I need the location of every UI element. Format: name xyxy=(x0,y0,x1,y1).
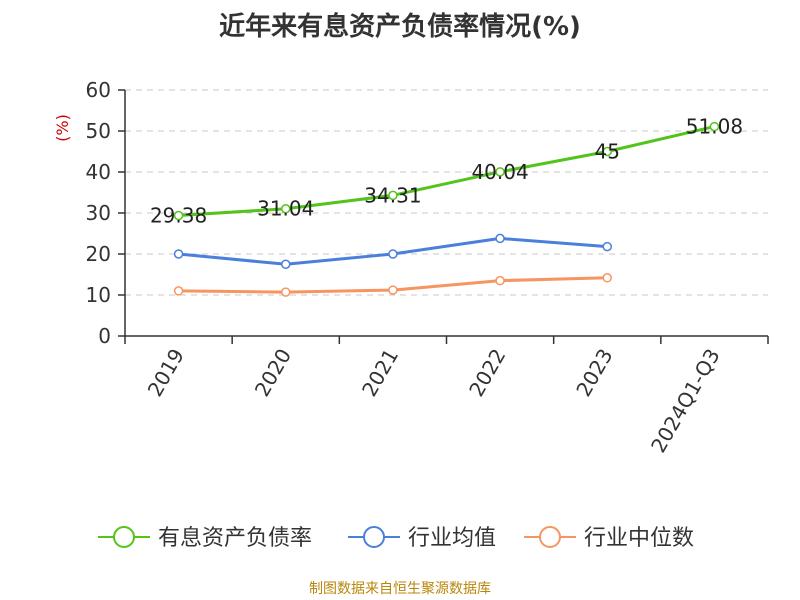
legend-marker xyxy=(363,526,385,548)
y-tick-label: 60 xyxy=(86,78,111,102)
legend-label: 有息资产负债率 xyxy=(158,526,312,551)
data-point xyxy=(388,285,398,295)
data-point xyxy=(173,286,184,296)
x-tick-label: 2020 xyxy=(250,345,296,401)
y-tick-label: 30 xyxy=(86,201,111,225)
data-point xyxy=(281,259,291,269)
legend-marker xyxy=(539,526,561,548)
y-tick-label: 40 xyxy=(86,160,111,184)
x-tick-label: 2021 xyxy=(357,345,403,401)
legend-item: 行业均值 xyxy=(348,526,496,551)
y-tick-label: 10 xyxy=(86,283,111,307)
y-tick-labels: 0 10 20 30 40 50 60 xyxy=(86,78,111,348)
data-point xyxy=(495,233,505,244)
data-label: 51.08 xyxy=(686,115,743,139)
data-label: 34.31 xyxy=(364,183,421,207)
axes xyxy=(118,89,769,344)
series-lines xyxy=(173,121,720,297)
legend: 有息资产负债率 行业均值 行业中位数 xyxy=(98,526,694,551)
legend-item: 行业中位数 xyxy=(524,526,694,551)
x-tick-label: 2019 xyxy=(143,345,189,401)
data-label: 31.04 xyxy=(257,197,314,221)
data-point xyxy=(173,210,184,221)
x-tick-label: 2023 xyxy=(571,345,617,401)
data-point xyxy=(281,287,291,297)
data-point xyxy=(495,167,505,177)
legend-item: 有息资产负债率 xyxy=(98,526,312,551)
series-line xyxy=(178,125,715,218)
legend-label: 行业中位数 xyxy=(584,526,694,551)
data-point xyxy=(388,249,398,259)
data-point xyxy=(602,146,612,157)
grid-lines xyxy=(125,89,768,296)
x-tick-label: 2022 xyxy=(464,345,510,401)
data-label: 29.38 xyxy=(150,204,207,228)
x-tick-label: 2024Q1-Q3 xyxy=(646,345,725,457)
y-axis-label: (%) xyxy=(53,114,72,142)
y-tick-label: 20 xyxy=(86,242,111,266)
data-point xyxy=(388,190,398,201)
data-point xyxy=(709,121,720,132)
data-label: 45 xyxy=(595,140,620,164)
legend-marker xyxy=(113,526,135,548)
y-tick-label: 50 xyxy=(86,119,111,143)
x-tick-labels: 2019 2020 2021 2022 2023 2024Q1-Q3 xyxy=(143,345,725,457)
y-tick-label: 0 xyxy=(98,324,111,348)
legend-label: 行业均值 xyxy=(408,526,496,551)
chart-title: 近年来有息资产负债率情况(%) xyxy=(219,12,581,42)
data-point xyxy=(602,241,612,252)
data-point xyxy=(281,203,291,214)
data-label: 40.04 xyxy=(471,160,528,184)
data-point xyxy=(173,249,184,259)
data-point xyxy=(602,273,612,283)
data-point xyxy=(495,275,505,286)
source-note: 制图数据来自恒生聚源数据库 xyxy=(309,581,491,597)
data-labels: 29.38 31.04 34.31 40.04 45 51.08 xyxy=(150,115,743,228)
